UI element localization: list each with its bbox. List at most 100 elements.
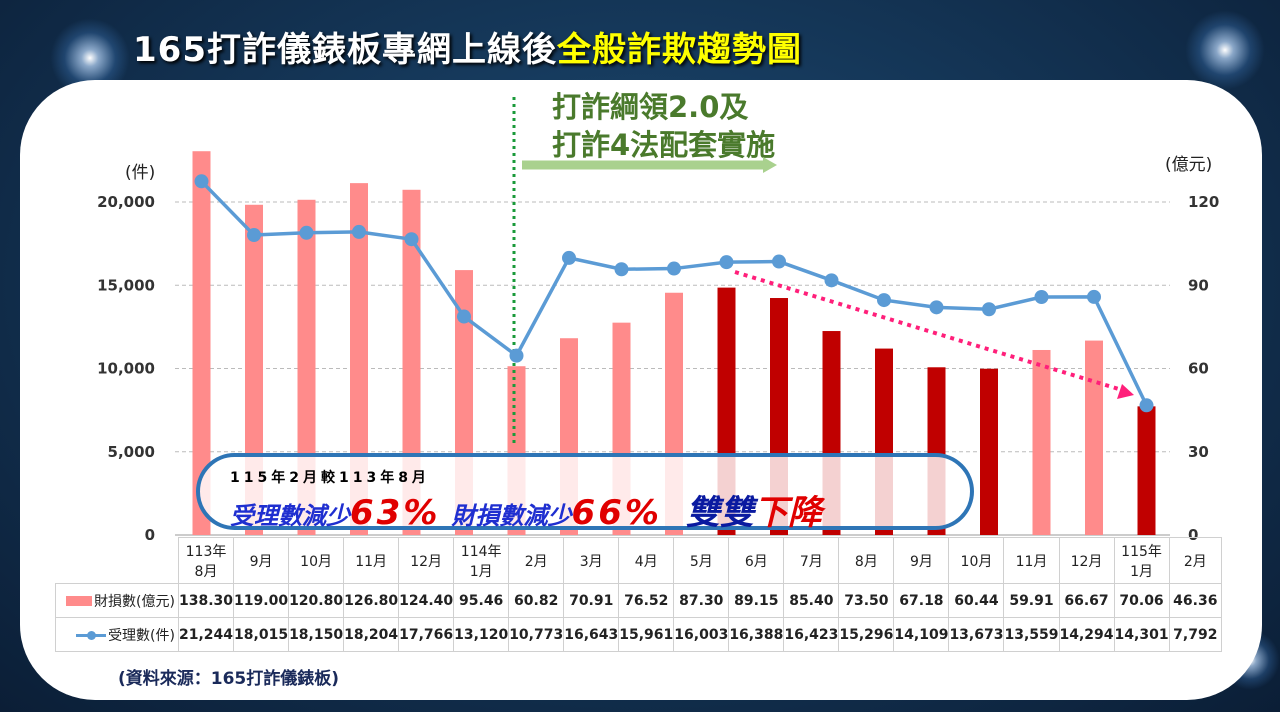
right-axis-unit: (億元) xyxy=(1165,155,1213,175)
table-header-cell: 8月 xyxy=(838,537,895,584)
table-row: 113年 8月 9月 10月 11月 12月 114年 1月 2月 3月 4月 5月 6月 7月 8月 9… xyxy=(56,537,1223,584)
star-decoration xyxy=(1185,10,1265,90)
table-header-cell: 12月 xyxy=(1058,537,1115,584)
annotation-line2: 打詐4法配套實施 xyxy=(552,128,776,162)
legend-loss: 財損數(億元) xyxy=(55,583,179,618)
right-tick-label: 90 xyxy=(1188,276,1209,294)
callout-loss-value: 66% xyxy=(571,493,662,533)
table-cell-cases: 13,673 xyxy=(948,617,1005,652)
right-tick-label: 120 xyxy=(1188,193,1219,211)
right-tick-label: 60 xyxy=(1188,360,1209,378)
title-main: 165打詐儀錶板專網上線後 xyxy=(133,30,557,70)
table-cell-loss: 87.30 xyxy=(673,583,730,618)
point-cases xyxy=(194,174,209,189)
bar-loss xyxy=(980,368,998,535)
source-note: (資料來源：165打詐儀錶板) xyxy=(118,669,340,689)
table-cell-cases: 16,003 xyxy=(673,617,730,652)
table-header-cell: 5月 xyxy=(673,537,730,584)
left-tick-label: 0 xyxy=(145,526,155,544)
table-cell-loss: 70.91 xyxy=(563,583,620,618)
table-header-cell: 4月 xyxy=(618,537,675,584)
table-cell-loss: 70.06 xyxy=(1113,583,1170,618)
bar-loss xyxy=(297,199,316,535)
table-cell-cases: 15,961 xyxy=(618,617,675,652)
point-cases xyxy=(1087,289,1101,304)
point-cases xyxy=(509,348,524,363)
table-cell-cases: 17,766 xyxy=(398,617,455,652)
table-header-cell: 6月 xyxy=(728,537,785,584)
table-header-cell: 11月 xyxy=(1003,537,1060,584)
page-title: 165打詐儀錶板專網上線後全般詐欺趨勢圖 xyxy=(133,22,802,71)
legend-line-swatch xyxy=(76,631,107,640)
table-header-cell: 10月 xyxy=(948,537,1005,584)
bar-loss xyxy=(402,189,421,536)
table-cell-cases: 14,109 xyxy=(893,617,950,652)
table-cell-cases: 10,773 xyxy=(508,617,565,652)
left-tick-label: 15,000 xyxy=(97,276,155,294)
table-cell-cases: 14,294 xyxy=(1058,617,1115,652)
bar-loss xyxy=(1137,406,1156,535)
table-header-cell: 2月 xyxy=(1168,537,1223,584)
table-cell-loss: 85.40 xyxy=(783,583,840,618)
table-cell-loss: 138.30 xyxy=(177,583,235,618)
legend-bar-swatch xyxy=(66,595,93,606)
table-cell-cases: 16,388 xyxy=(728,617,785,652)
table-corner xyxy=(56,538,179,584)
callout-cases-value: 63% xyxy=(350,493,441,533)
right-tick-label: 0 xyxy=(1188,526,1198,544)
left-axis-unit: (件) xyxy=(125,163,156,183)
point-cases xyxy=(1139,398,1154,413)
point-cases xyxy=(247,228,261,243)
annotation-line1: 打詐綱領2.0及 xyxy=(552,90,749,124)
left-tick-label: 5,000 xyxy=(108,443,155,461)
point-cases xyxy=(404,232,419,247)
table-cell-loss: 126.80 xyxy=(343,583,400,618)
callout-decline: 下降 xyxy=(753,493,822,533)
table-cell-cases: 16,423 xyxy=(783,617,840,652)
callout-cases-label: 受理數減少 xyxy=(230,502,350,530)
table-header-cell: 2月 xyxy=(508,537,565,584)
point-cases xyxy=(982,302,996,317)
left-tick-label: 20,000 xyxy=(97,193,155,211)
callout-both: 雙雙 xyxy=(685,493,754,533)
table-cell-loss: 66.67 xyxy=(1058,583,1115,618)
bar-loss xyxy=(192,151,211,535)
table-cell-loss: 46.36 xyxy=(1168,583,1223,618)
policy-annotation: 打詐綱領2.0及 打詐4法配套實施 xyxy=(552,88,775,164)
table-cell-cases: 13,559 xyxy=(1003,617,1060,652)
table-cell-loss: 60.82 xyxy=(508,583,565,618)
trend-arrow-head xyxy=(1117,384,1134,399)
table-cell-loss: 67.18 xyxy=(893,583,950,618)
table-header-cell: 9月 xyxy=(893,537,950,584)
legend-loss-label: 財損數(億元) xyxy=(94,593,175,610)
summary-callout: 115年2月較113年8月 受理數減少63% 財損數減少66% 雙雙下降 xyxy=(196,453,974,533)
table-header-cell: 10月 xyxy=(288,537,345,584)
callout-loss-label: 財損數減少 xyxy=(451,502,572,530)
table-cell-cases: 18,015 xyxy=(233,617,290,652)
table-cell-loss: 73.50 xyxy=(838,583,895,618)
table-header-cell: 9月 xyxy=(233,537,290,584)
table-row: 受理數(件) 21,244 18,015 18,150 18,204 17,766 13,1… xyxy=(55,617,1223,652)
table-cell-cases: 13,120 xyxy=(453,617,510,652)
policy-arrow-head xyxy=(763,157,777,173)
bar-loss xyxy=(350,183,368,535)
bar-loss xyxy=(1085,340,1103,535)
table-cell-cases: 18,150 xyxy=(288,617,345,652)
legend-cases: 受理數(件) xyxy=(55,617,179,652)
title-highlight: 全般詐欺趨勢圖 xyxy=(556,30,802,70)
table-cell-cases: 14,301 xyxy=(1113,617,1170,652)
left-tick-label: 10,000 xyxy=(97,360,155,378)
table-cell-cases: 18,204 xyxy=(343,617,400,652)
point-cases xyxy=(352,224,366,239)
point-cases xyxy=(614,262,629,277)
table-header-cell: 11月 xyxy=(343,537,400,584)
table-cell-cases: 16,643 xyxy=(563,617,620,652)
point-cases xyxy=(667,261,681,276)
table-cell-loss: 59.91 xyxy=(1003,583,1060,618)
table-header-cell: 113年 8月 xyxy=(177,537,235,584)
bar-loss xyxy=(245,204,263,535)
table-cell-loss: 124.40 xyxy=(398,583,455,618)
callout-subtitle: 115年2月較113年8月 xyxy=(230,470,430,486)
point-cases xyxy=(457,309,471,324)
